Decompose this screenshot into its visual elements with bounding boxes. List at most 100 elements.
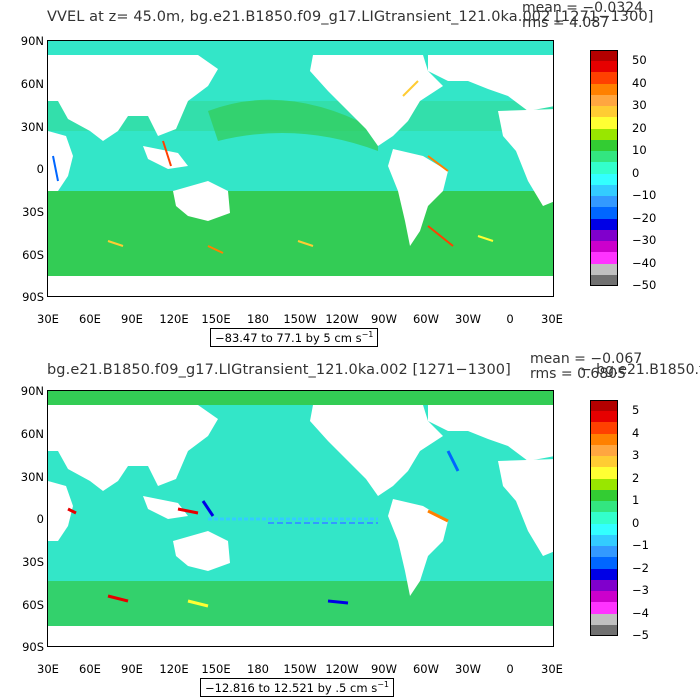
lon-label: 150E	[201, 662, 231, 676]
lon-label: 30W	[454, 662, 481, 676]
lat-label: 60N	[20, 77, 44, 91]
lon-label: 90W	[370, 312, 397, 326]
colorbar-label: −5	[632, 628, 649, 642]
lat-label: 30N	[20, 470, 44, 484]
lat-label: 60N	[20, 427, 44, 441]
colorbar-label: 50	[632, 53, 647, 68]
lon-label: 90E	[121, 662, 143, 676]
colorbar-label: 4	[632, 425, 640, 440]
colorbar-swatch	[590, 263, 618, 275]
world-map-plot	[47, 390, 554, 647]
colorbar-label: −40	[632, 255, 657, 270]
map-canvas	[48, 41, 553, 296]
title-overflow: − bg.e21.B1850.f09_g	[580, 362, 700, 378]
lon-label: 30E	[37, 312, 59, 326]
lon-label: 120W	[325, 662, 359, 676]
colorbar-swatch	[590, 50, 618, 62]
lon-label: 90E	[121, 312, 143, 326]
lat-label: 90S	[22, 290, 44, 304]
lon-label: 60W	[412, 662, 439, 676]
colorbar-swatch	[590, 534, 618, 547]
colorbar-label: 40	[632, 75, 647, 90]
colorbar-swatch	[590, 207, 618, 219]
map-panel-vvel: VVEL at z= 45.0m, bg.e21.B1850.f09_g17.L…	[20, 0, 657, 347]
lon-label: 180	[247, 662, 269, 676]
lat-label: 60S	[22, 598, 44, 612]
contour-range-box: −83.47 to 77.1 by 5 cm s−1	[210, 328, 379, 347]
mean-label: mean = −0.067	[530, 351, 643, 367]
colorbar-swatch	[590, 184, 618, 197]
colorbar-swatch	[590, 433, 618, 445]
colorbar-swatch	[590, 557, 618, 569]
colorbar-swatch	[590, 241, 618, 253]
colorbar-swatch	[590, 196, 618, 208]
lat-label: 90N	[20, 34, 44, 48]
colorbar-label: 10	[632, 143, 647, 158]
lon-label: 30E	[541, 312, 563, 326]
mean-label: mean = −0.0324	[522, 0, 644, 16]
colorbar-label: 5	[632, 403, 640, 418]
colorbar-swatch	[590, 117, 618, 129]
lat-label: 30N	[20, 120, 44, 134]
colorbar-swatch	[590, 83, 618, 95]
colorbar-swatch	[590, 489, 618, 502]
colorbar-swatch	[590, 274, 618, 286]
colorbar-label: 0	[632, 515, 640, 530]
panel-title: bg.e21.B1850.f09_g17.LIGtransient_121.0k…	[47, 362, 511, 378]
rms-label: rms = 4.087	[522, 15, 610, 31]
lat-label: 60S	[22, 248, 44, 262]
colorbar: 5 4 3 2 1 0 −1 −2 −3 −4 −5	[590, 400, 649, 642]
lon-label: 90W	[370, 662, 397, 676]
world-map-plot	[47, 40, 554, 297]
colorbar-swatch	[590, 72, 618, 84]
lon-label: 0	[506, 312, 514, 326]
colorbar-label: −2	[632, 560, 649, 575]
map-canvas	[48, 391, 553, 646]
unit-exponent: −1	[377, 680, 389, 689]
colorbar-swatch	[590, 523, 618, 535]
colorbar-swatch	[590, 478, 618, 490]
colorbar-swatch	[590, 422, 618, 434]
colorbar-swatch	[590, 400, 618, 412]
colorbar-swatch	[590, 613, 618, 625]
lat-label: 0	[36, 512, 44, 526]
unit-exponent: −1	[361, 330, 374, 339]
colorbar-label: 1	[632, 493, 640, 508]
panel-title: VVEL at z= 45.0m, bg.e21.B1850.f09_g17.L…	[47, 9, 654, 25]
colorbar-swatch	[590, 218, 618, 230]
lat-label: 30S	[22, 205, 44, 219]
contour-range-text: −83.47 to 77.1 by 5 cm s	[215, 330, 362, 345]
colorbar-swatch	[590, 139, 618, 152]
colorbar-swatch	[590, 546, 618, 558]
colorbar-label: 20	[632, 120, 647, 135]
colorbar-swatch	[590, 128, 618, 140]
colorbar-label: −4	[632, 605, 649, 620]
colorbar-swatch	[590, 229, 618, 242]
colorbar-swatch	[590, 512, 618, 524]
colorbar-label: −3	[632, 583, 649, 598]
lon-label: 30W	[454, 312, 481, 326]
colorbar-swatch	[590, 411, 618, 423]
contour-range-box: −12.816 to 12.521 by .5 cm s−1	[200, 678, 394, 697]
colorbar-swatch	[590, 162, 618, 174]
colorbar-label: −30	[632, 233, 657, 248]
colorbar-swatch	[590, 579, 618, 592]
colorbar-swatch	[590, 624, 618, 636]
lat-label: 0	[36, 162, 44, 176]
colorbar-swatch	[590, 467, 618, 479]
lon-label: 120E	[159, 312, 189, 326]
colorbar-swatch	[590, 456, 618, 468]
colorbar-swatch	[590, 173, 618, 185]
colorbar-swatch	[590, 501, 618, 513]
lat-label: 90N	[20, 384, 44, 398]
lon-label: 60E	[79, 662, 101, 676]
lon-label: 150W	[283, 662, 317, 676]
lon-label: 30E	[37, 662, 59, 676]
colorbar-swatch	[590, 106, 618, 118]
colorbar-swatch	[590, 444, 618, 457]
colorbar-label: 0	[632, 165, 640, 180]
lon-label: 120W	[325, 312, 359, 326]
lat-label: 30S	[22, 555, 44, 569]
colorbar-label: −20	[632, 210, 657, 225]
colorbar-swatch	[590, 568, 618, 580]
